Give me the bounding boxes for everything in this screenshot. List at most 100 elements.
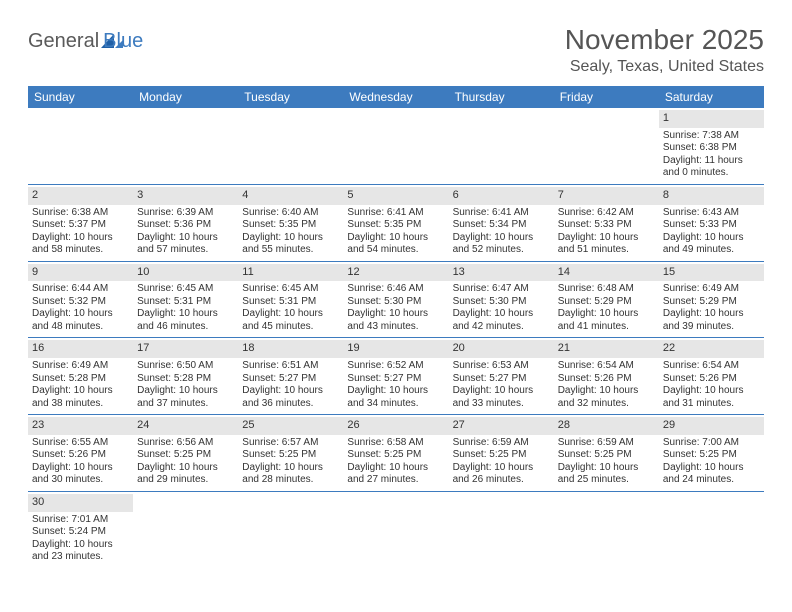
sunrise-text: Sunrise: 6:53 AM [453,360,550,373]
sunset-text: Sunset: 5:26 PM [558,373,655,386]
day-cell [659,492,764,568]
day-number: 17 [133,340,238,358]
weeks-container: 1Sunrise: 7:38 AMSunset: 6:38 PMDaylight… [28,108,764,568]
day-cell [554,108,659,184]
sunrise-text: Sunrise: 7:38 AM [663,130,760,143]
day-cell: 22Sunrise: 6:54 AMSunset: 5:26 PMDayligh… [659,338,764,414]
day-number: 4 [238,187,343,205]
weekday-header: Friday [554,86,659,108]
sunrise-text: Sunrise: 7:01 AM [32,514,129,527]
sunrise-text: Sunrise: 6:59 AM [558,437,655,450]
day-cell: 24Sunrise: 6:56 AMSunset: 5:25 PMDayligh… [133,415,238,491]
day-number: 14 [554,264,659,282]
sunrise-text: Sunrise: 6:54 AM [663,360,760,373]
sunset-text: Sunset: 5:26 PM [32,449,129,462]
daylight-text: Daylight: 10 hours and 39 minutes. [663,308,760,333]
day-cell: 11Sunrise: 6:45 AMSunset: 5:31 PMDayligh… [238,262,343,338]
daylight-text: Daylight: 10 hours and 28 minutes. [242,462,339,487]
day-number: 29 [659,417,764,435]
weekday-header: Monday [133,86,238,108]
day-number: 5 [343,187,448,205]
sunrise-text: Sunrise: 6:47 AM [453,283,550,296]
daylight-text: Daylight: 10 hours and 42 minutes. [453,308,550,333]
sunset-text: Sunset: 5:25 PM [453,449,550,462]
sunset-text: Sunset: 5:28 PM [32,373,129,386]
daylight-text: Daylight: 10 hours and 49 minutes. [663,232,760,257]
day-number: 18 [238,340,343,358]
sunset-text: Sunset: 5:25 PM [558,449,655,462]
daylight-text: Daylight: 10 hours and 57 minutes. [137,232,234,257]
sunset-text: Sunset: 5:35 PM [347,219,444,232]
day-number: 19 [343,340,448,358]
day-number: 1 [659,110,764,128]
day-cell [343,492,448,568]
week-row: 2Sunrise: 6:38 AMSunset: 5:37 PMDaylight… [28,185,764,262]
day-cell [238,492,343,568]
weekday-header: Thursday [449,86,554,108]
month-title: November 2025 [565,24,764,56]
sunrise-text: Sunrise: 6:48 AM [558,283,655,296]
daylight-text: Daylight: 10 hours and 30 minutes. [32,462,129,487]
sunset-text: Sunset: 5:26 PM [663,373,760,386]
week-row: 23Sunrise: 6:55 AMSunset: 5:26 PMDayligh… [28,415,764,492]
sunset-text: Sunset: 5:34 PM [453,219,550,232]
day-cell: 21Sunrise: 6:54 AMSunset: 5:26 PMDayligh… [554,338,659,414]
day-number: 12 [343,264,448,282]
day-number: 9 [28,264,133,282]
sunrise-text: Sunrise: 6:58 AM [347,437,444,450]
sunset-text: Sunset: 5:30 PM [347,296,444,309]
day-cell: 30 Sunrise: 7:01 AMSunset: 5:24 PMDayligh… [28,492,133,568]
sunset-text: Sunset: 5:33 PM [663,219,760,232]
day-cell [28,108,133,184]
sunset-text: Sunset: 5:25 PM [242,449,339,462]
sunrise-text: Sunrise: 6:46 AM [347,283,444,296]
daylight-text: Daylight: 10 hours and 24 minutes. [663,462,760,487]
day-cell: 14Sunrise: 6:48 AMSunset: 5:29 PMDayligh… [554,262,659,338]
daylight-text: Daylight: 11 hours and 0 minutes. [663,155,760,180]
day-cell: 18Sunrise: 6:51 AMSunset: 5:27 PMDayligh… [238,338,343,414]
day-cell: 27Sunrise: 6:59 AMSunset: 5:25 PMDayligh… [449,415,554,491]
daylight-text: Daylight: 10 hours and 29 minutes. [137,462,234,487]
day-cell: 5Sunrise: 6:41 AMSunset: 5:35 PMDaylight… [343,185,448,261]
day-number: 22 [659,340,764,358]
daylight-text: Daylight: 10 hours and 23 minutes. [32,539,129,564]
day-cell: 28Sunrise: 6:59 AMSunset: 5:25 PMDayligh… [554,415,659,491]
sunrise-text: Sunrise: 6:40 AM [242,207,339,220]
day-cell: 13Sunrise: 6:47 AMSunset: 5:30 PMDayligh… [449,262,554,338]
daylight-text: Daylight: 10 hours and 32 minutes. [558,385,655,410]
sunset-text: Sunset: 5:24 PM [32,526,129,539]
day-number: 6 [449,187,554,205]
day-cell: 6Sunrise: 6:41 AMSunset: 5:34 PMDaylight… [449,185,554,261]
sunset-text: Sunset: 5:32 PM [32,296,129,309]
day-number: 7 [554,187,659,205]
sunrise-text: Sunrise: 6:52 AM [347,360,444,373]
day-cell: 16Sunrise: 6:49 AMSunset: 5:28 PMDayligh… [28,338,133,414]
day-cell: 20Sunrise: 6:53 AMSunset: 5:27 PMDayligh… [449,338,554,414]
day-cell: 1Sunrise: 7:38 AMSunset: 6:38 PMDaylight… [659,108,764,184]
daylight-text: Daylight: 10 hours and 52 minutes. [453,232,550,257]
week-row: 16Sunrise: 6:49 AMSunset: 5:28 PMDayligh… [28,338,764,415]
weekday-header: Tuesday [238,86,343,108]
day-number: 16 [28,340,133,358]
day-number: 28 [554,417,659,435]
daylight-text: Daylight: 10 hours and 33 minutes. [453,385,550,410]
weekday-header: Saturday [659,86,764,108]
daylight-text: Daylight: 10 hours and 34 minutes. [347,385,444,410]
day-cell [449,492,554,568]
day-number: 8 [659,187,764,205]
sunset-text: Sunset: 5:30 PM [453,296,550,309]
sunrise-text: Sunrise: 6:56 AM [137,437,234,450]
day-cell: 25Sunrise: 6:57 AMSunset: 5:25 PMDayligh… [238,415,343,491]
daylight-text: Daylight: 10 hours and 41 minutes. [558,308,655,333]
day-number: 30 [28,494,133,512]
sunrise-text: Sunrise: 6:45 AM [242,283,339,296]
weekday-header: Sunday [28,86,133,108]
day-number: 24 [133,417,238,435]
sunrise-text: Sunrise: 6:54 AM [558,360,655,373]
day-cell: 26Sunrise: 6:58 AMSunset: 5:25 PMDayligh… [343,415,448,491]
day-cell: 4Sunrise: 6:40 AMSunset: 5:35 PMDaylight… [238,185,343,261]
day-cell [449,108,554,184]
sunset-text: Sunset: 5:33 PM [558,219,655,232]
sunset-text: Sunset: 5:27 PM [347,373,444,386]
daylight-text: Daylight: 10 hours and 38 minutes. [32,385,129,410]
